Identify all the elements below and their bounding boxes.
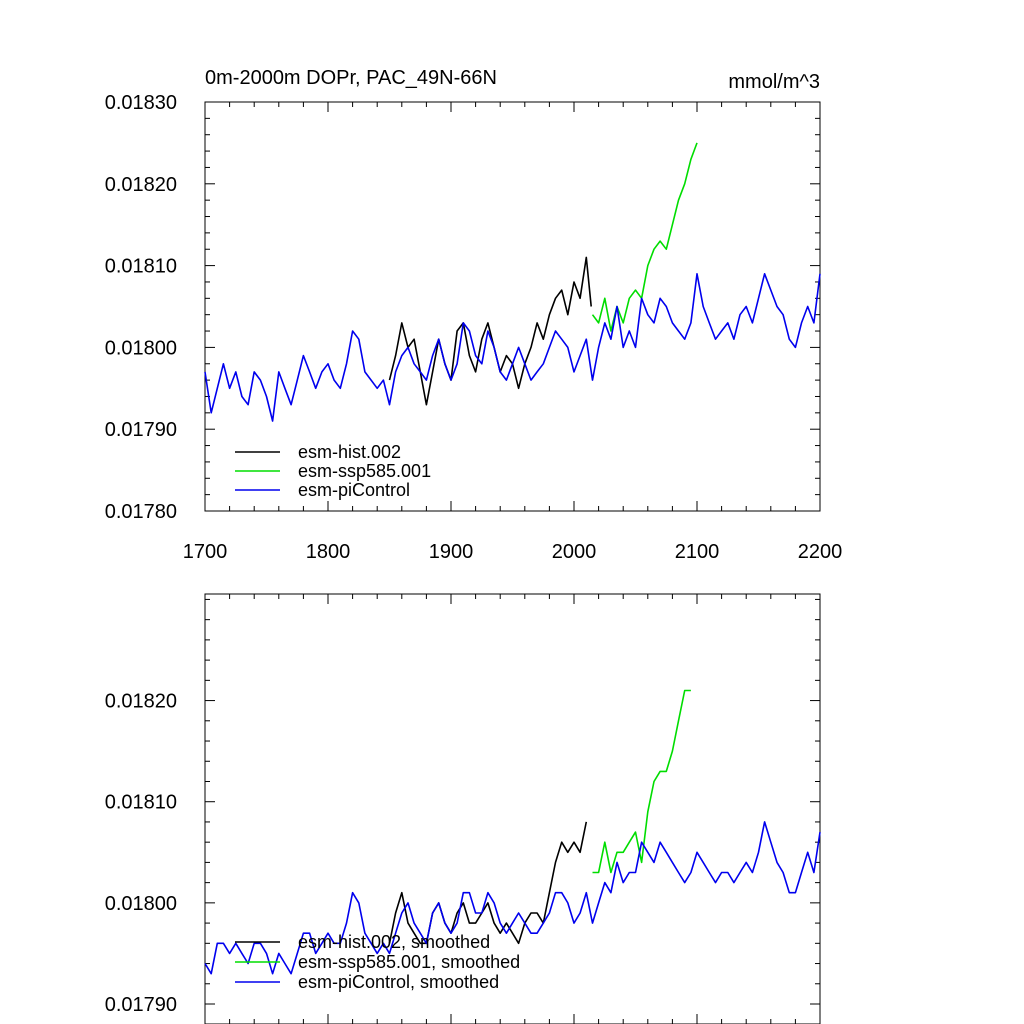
- bottom-x-ticks: [204, 594, 821, 1024]
- top-title: 0m-2000m DOPr, PAC_49N-66N: [205, 67, 497, 89]
- x-tick-label: 2000: [552, 541, 597, 563]
- top-x-ticks: 1700 1800 1900 2000 2100 2200: [183, 102, 843, 563]
- series-line-pic: [204, 272, 821, 422]
- y-tick-label: 0.01820: [105, 174, 177, 196]
- x-tick-label: 1900: [429, 541, 474, 563]
- bottom-y-ticks: 0.01790 0.01800 0.01810 0.01820: [105, 598, 820, 1024]
- y-tick-label: 0.01800: [105, 893, 177, 915]
- legend-label-pic: esm-piControl: [298, 480, 410, 500]
- legend-label-ssp: esm-ssp585.001: [298, 461, 431, 481]
- bottom-plot-frame: [204, 593, 821, 1024]
- legend-label-hist: esm-hist.002, smoothed: [298, 932, 490, 952]
- legend-label-pic: esm-piControl, smoothed: [298, 972, 499, 992]
- series-line-hist: [388, 256, 592, 406]
- x-tick-label: 2200: [798, 541, 843, 563]
- legend-label-hist: esm-hist.002: [298, 442, 401, 462]
- y-tick-label: 0.01820: [105, 691, 177, 713]
- x-tick-label: 1700: [183, 541, 228, 563]
- top-units: mmol/m^3: [728, 71, 820, 93]
- series-line-hist: [388, 821, 588, 945]
- series-line-ssp: [592, 689, 691, 874]
- y-tick-label: 0.01800: [105, 337, 177, 359]
- x-tick-label: 2100: [675, 541, 720, 563]
- y-tick-label: 0.01790: [105, 994, 177, 1016]
- y-tick-label: 0.01780: [105, 501, 177, 523]
- x-tick-label: 1800: [306, 541, 351, 563]
- series-line-pic: [204, 821, 821, 975]
- bottom-series-lines: [204, 689, 821, 975]
- y-tick-label: 0.01810: [105, 256, 177, 278]
- top-series-lines: [204, 142, 821, 422]
- top-y-ticks: 0.01780 0.01790 0.01800 0.01810 0.01820 0.018…: [105, 92, 820, 523]
- bottom-panel: 0.01790 0.01800 0.01810 0.01820 esm-hist.00…: [105, 593, 821, 1024]
- series-line-ssp: [591, 142, 698, 332]
- top-panel: 0m-2000m DOPr, PAC_49N-66N mmol/m^3 0.01…: [105, 67, 843, 563]
- legend-label-ssp: esm-ssp585.001, smoothed: [298, 952, 520, 972]
- y-tick-label: 0.01790: [105, 419, 177, 441]
- y-tick-label: 0.01830: [105, 92, 177, 114]
- top-plot-frame: [204, 101, 821, 512]
- y-tick-label: 0.01810: [105, 792, 177, 814]
